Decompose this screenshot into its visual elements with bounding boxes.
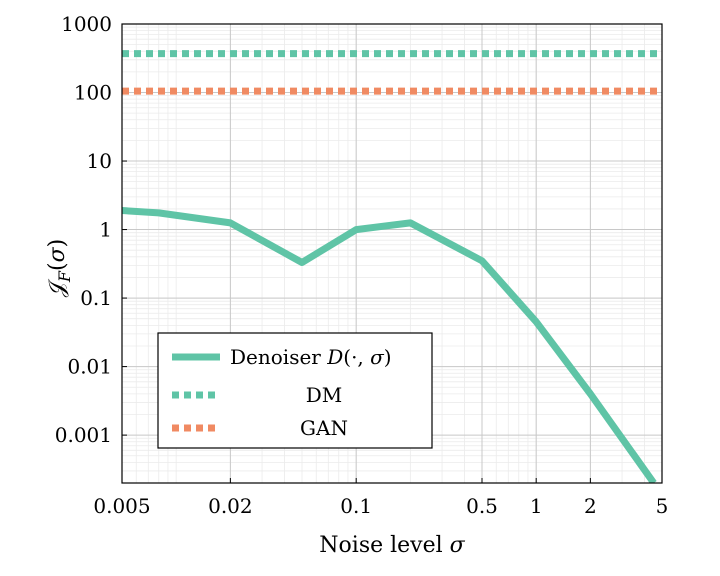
y-tick-label: 1000 bbox=[61, 12, 112, 36]
x-tick-label: 0.02 bbox=[208, 494, 253, 518]
y-tick-label: 100 bbox=[74, 81, 112, 105]
y-axis-title: 𝒥F(σ) bbox=[45, 239, 74, 298]
legend-items: Denoiser D(·, σ) DM GAN bbox=[172, 345, 392, 440]
plot-frame bbox=[121, 23, 663, 484]
legend: Denoiser D(·, σ) DM GAN bbox=[157, 332, 433, 449]
legend-label: Denoiser D(·, σ) bbox=[230, 345, 392, 369]
x-axis-title: Noise level σ bbox=[319, 533, 465, 558]
y-tick-label: 10 bbox=[87, 149, 112, 173]
x-tick-label: 0.1 bbox=[340, 494, 372, 518]
series-layer bbox=[122, 50, 662, 483]
x-tick-labels: 0.005 0.02 0.1 0.5 1 2 5 bbox=[93, 494, 668, 518]
x-tick-label: 5 bbox=[656, 494, 669, 518]
y-tick-label: 0.01 bbox=[67, 355, 112, 379]
y-tick-labels: 0.001 0.01 0.1 1 10 100 1000 bbox=[55, 12, 112, 447]
y-tick-label: 0.001 bbox=[55, 423, 112, 447]
y-tick-label: 1 bbox=[99, 218, 112, 242]
legend-box bbox=[157, 332, 433, 449]
x-tick-label: 2 bbox=[584, 494, 597, 518]
y-tick-label: 0.1 bbox=[80, 286, 112, 310]
y-axis-title-group: 𝒥F(σ) bbox=[45, 239, 74, 298]
x-tick-label: 1 bbox=[530, 494, 543, 518]
x-tick-label: 0.005 bbox=[93, 494, 150, 518]
series-line-denoiser-d bbox=[122, 207, 657, 483]
legend-label: GAN bbox=[300, 416, 348, 440]
legend-label: DM bbox=[306, 383, 343, 407]
x-tick-label: 0.5 bbox=[466, 494, 498, 518]
